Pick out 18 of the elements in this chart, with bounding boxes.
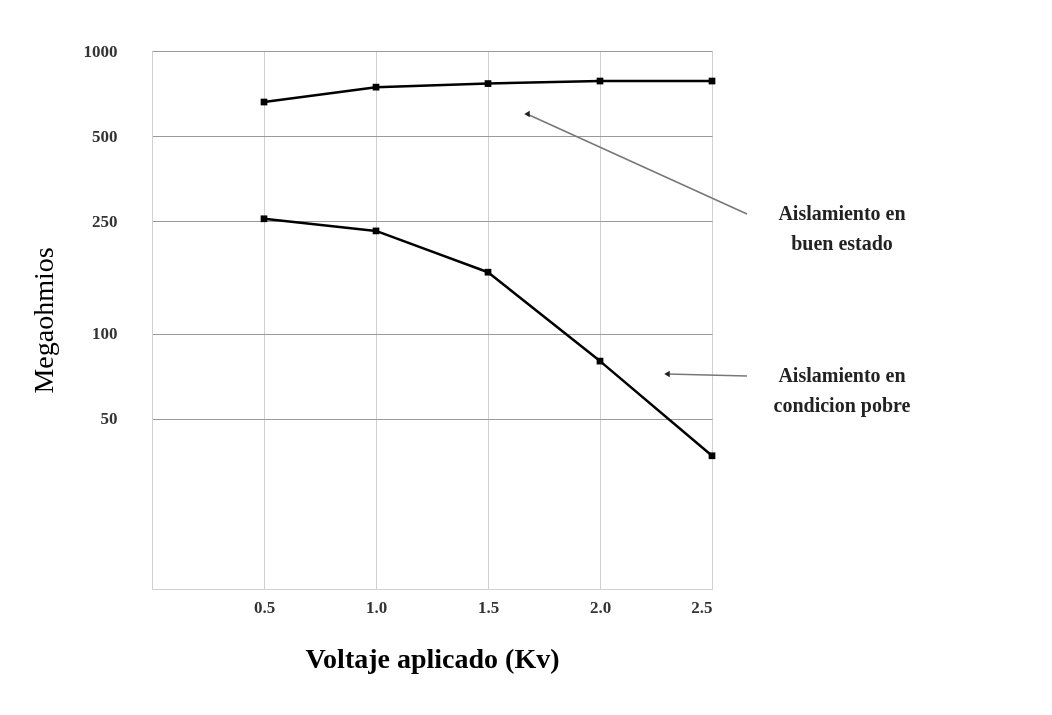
point	[260, 215, 268, 223]
point	[484, 80, 492, 87]
x-tick-label: 1.0	[365, 597, 388, 617]
x-axis-title: Voltaje aplicado (Kv)	[305, 642, 560, 674]
text: Aislamiento en buen estado	[778, 202, 906, 254]
text: Aislamiento en condicion pobre	[773, 364, 911, 417]
x-tick-label: 1.5	[477, 597, 500, 617]
y-tick-label: 100	[92, 324, 118, 344]
y-tick-label: 250	[92, 211, 118, 231]
x-tick-label: 2.5	[691, 597, 713, 617]
point	[484, 268, 492, 276]
y-tick-label: 1000	[83, 41, 118, 61]
x-tick-label: 2.0	[589, 597, 612, 617]
y-tick-label: 50	[100, 409, 118, 429]
x-tick-label: 0.5	[253, 597, 276, 617]
y-tick-label: 500	[92, 126, 118, 146]
y-axis-title: Megaohmios	[27, 247, 59, 394]
point	[708, 452, 716, 460]
